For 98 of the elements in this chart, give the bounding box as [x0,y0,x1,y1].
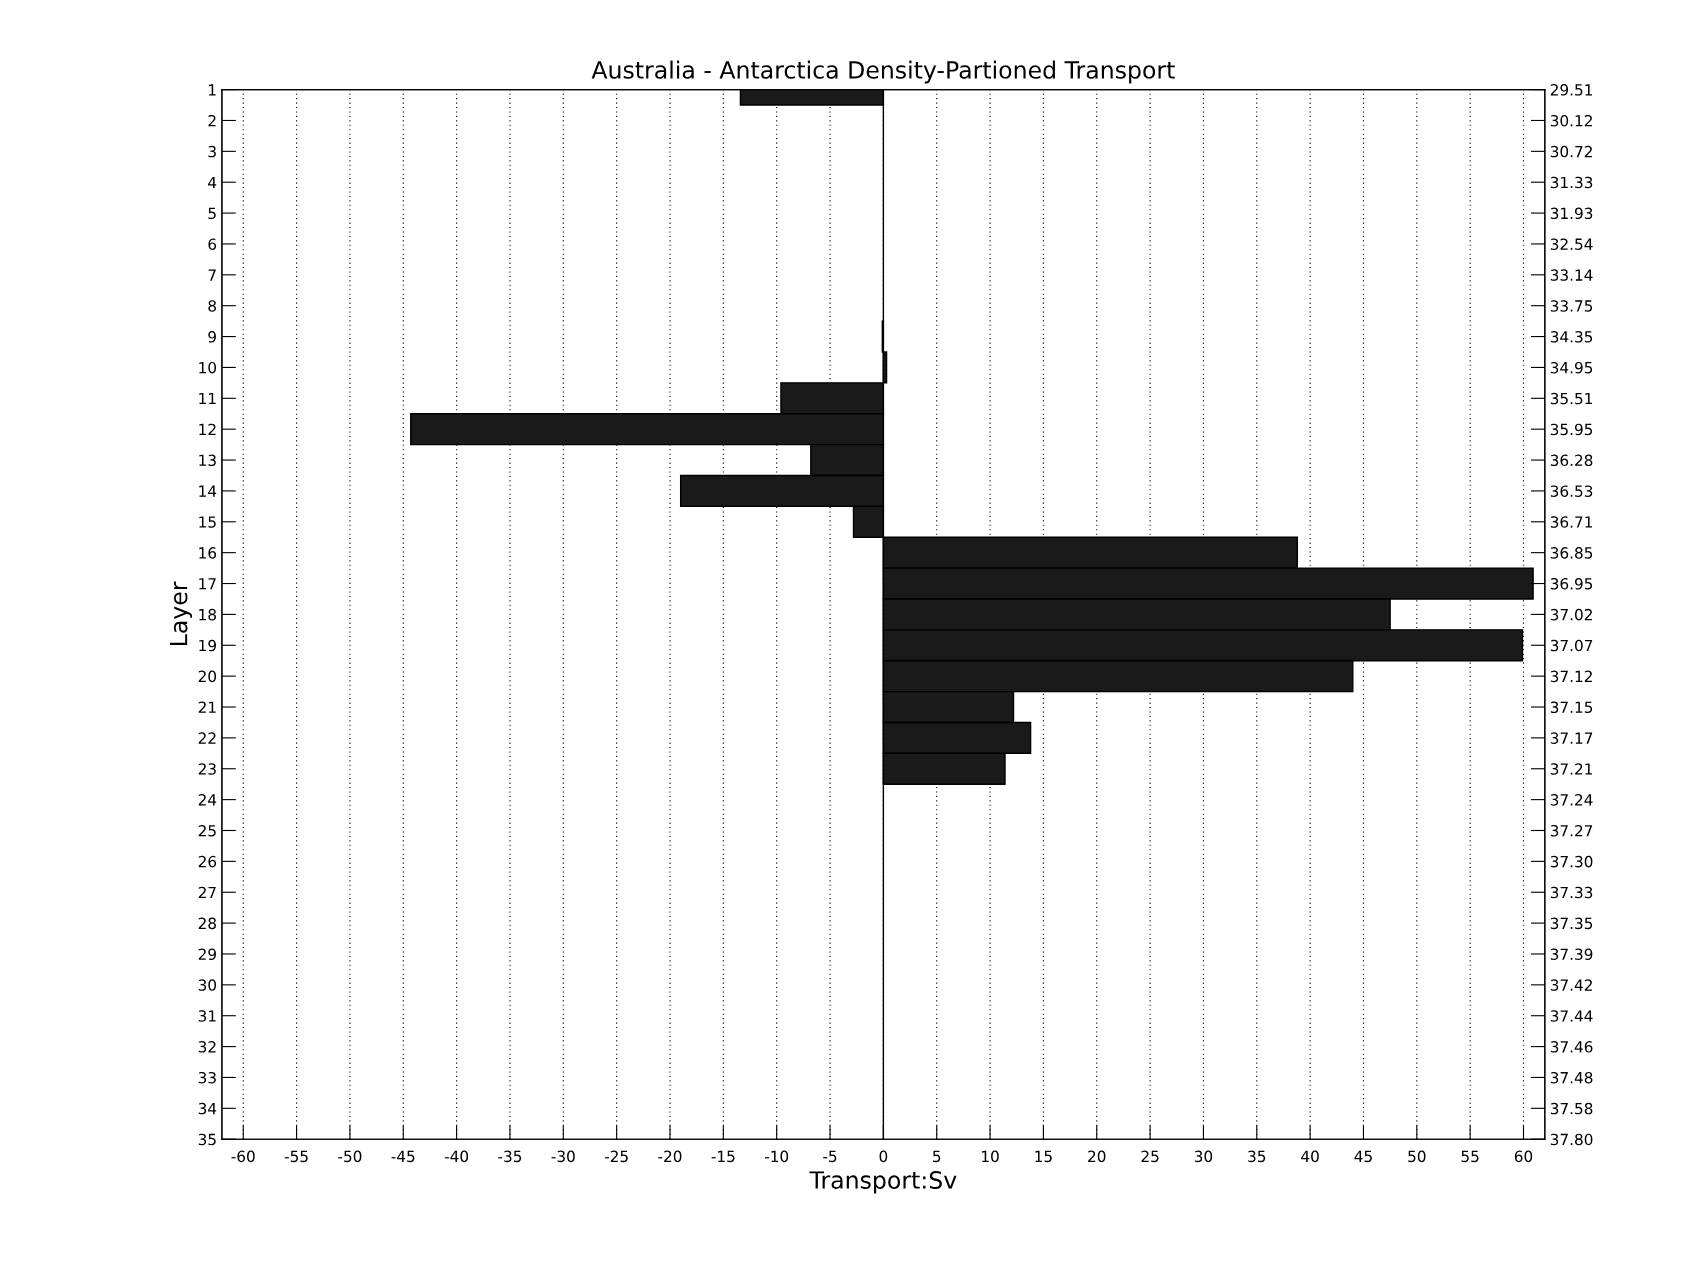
y2-tick-label: 33.75 [1550,300,1593,312]
y-tick-label: 2 [208,114,216,127]
x-tick-label: -40 [444,1150,469,1163]
y2-tick-label: 37.44 [1550,1010,1593,1022]
y2-tick-label: 35.51 [1550,392,1593,405]
y-tick-label: 1 [209,84,216,96]
x-axis-title: Transport:Sv [809,1171,957,1194]
x-tick-label: -10 [764,1150,789,1163]
y-tick-label: 27 [198,886,216,899]
y-tick-label: 16 [199,547,217,559]
y2-tick-label: 33.14 [1550,269,1593,281]
y-tick-label: 23 [198,763,216,775]
x-tick-label: 5 [933,1150,941,1163]
y2-tick-label: 37.02 [1550,608,1592,621]
y2-tick-label: 37.24 [1550,794,1593,806]
y2-tick-label: 36.85 [1550,547,1593,559]
y-tick-label: 6 [208,238,217,250]
y-tick-label: 19 [199,639,216,652]
x-tick-label: 30 [1194,1150,1213,1163]
y2-tick-label: 29.51 [1550,84,1593,96]
y-tick-label: 7 [208,269,216,281]
x-tick-label: -50 [338,1150,362,1163]
x-tick-label: -5 [823,1150,837,1163]
y-tick-label: 33 [198,1071,216,1084]
y-tick-label: 21 [198,701,216,713]
y2-tick-label: 36.28 [1550,454,1593,467]
x-tick-label: 60 [1514,1150,1533,1163]
y-tick-label: 34 [198,1102,217,1115]
x-tick-label: 55 [1461,1150,1479,1163]
x-tick-label: -60 [231,1150,255,1163]
y2-tick-label: 37.58 [1550,1102,1593,1115]
chart-title: Australia - Antarctica Density-Partioned Transport [591,60,1175,84]
y-tick-label: 14 [199,485,217,497]
x-tick-label: -15 [711,1150,735,1163]
y2-tick-label: 37.07 [1550,639,1593,652]
y-tick-label: 8 [208,300,216,312]
y-tick-label: 20 [198,670,217,683]
y2-tick-label: 37.33 [1550,886,1593,899]
y2-tick-label: 34.35 [1550,331,1593,343]
y-tick-label: 15 [199,516,216,528]
y-tick-label: 12 [199,423,216,435]
x-tick-label: -45 [391,1150,415,1163]
y-tick-label: 30 [198,979,217,991]
x-tick-label: -25 [604,1150,628,1163]
y2-tick-label: 32.54 [1550,238,1593,250]
x-tick-label: -35 [498,1150,522,1163]
y2-tick-label: 37.39 [1550,948,1593,960]
y-tick-label: 28 [198,917,216,930]
y-tick-label: 24 [198,794,217,806]
x-tick-label: 25 [1141,1150,1159,1163]
y2-tick-label: 37.35 [1550,917,1593,930]
y2-tick-label: 37.27 [1550,824,1593,837]
y2-tick-label: 37.12 [1550,670,1592,683]
y-tick-label: 25 [198,824,216,837]
x-tick-label: 45 [1354,1150,1372,1163]
x-tick-label: 50 [1408,1150,1426,1163]
x-tick-label: 10 [982,1150,999,1163]
x-tick-label: 40 [1301,1150,1319,1163]
y-tick-label: 5 [208,207,216,220]
y-tick-label: 32 [198,1041,216,1053]
y-tick-label: 29 [198,948,216,960]
x-tick-label: 15 [1035,1150,1052,1163]
y2-tick-label: 37.30 [1550,855,1593,868]
y2-tick-label: 30.12 [1550,114,1592,127]
y2-tick-label: 30.72 [1550,145,1592,158]
x-tick-label: 0 [879,1150,888,1163]
y2-tick-label: 37.80 [1550,1133,1593,1146]
y2-tick-label: 36.53 [1550,485,1593,497]
y-tick-label: 17 [199,578,216,590]
y2-tick-label: 35.95 [1550,423,1593,436]
y-tick-label: 18 [199,608,216,621]
y-tick-label: 11 [199,392,216,405]
y-tick-label: 26 [198,855,217,868]
x-tick-label: 20 [1088,1150,1106,1163]
y-tick-label: 31 [198,1010,216,1022]
y-tick-label: 13 [199,454,216,467]
y2-tick-label: 37.21 [1550,763,1593,775]
y2-tick-label: 31.33 [1550,176,1593,189]
y-tick-label: 9 [208,331,216,343]
y-tick-label: 10 [199,361,217,374]
y2-tick-label: 37.42 [1550,979,1592,991]
y-tick-label: 22 [198,732,216,744]
y-tick-label: 4 [208,176,217,189]
y2-tick-label: 36.71 [1550,516,1593,528]
y2-tick-label: 37.17 [1550,732,1593,744]
y-tick-label: 3 [208,145,216,158]
y-tick-label: 35 [198,1133,216,1146]
y2-tick-label: 37.46 [1550,1041,1593,1053]
x-tick-label: -55 [284,1150,308,1163]
y2-tick-label: 31.93 [1550,207,1593,220]
x-tick-label: -20 [658,1150,682,1163]
x-tick-label: 35 [1248,1150,1266,1163]
y-axis-title: Layer [169,581,193,645]
y2-tick-label: 37.48 [1550,1071,1593,1084]
y2-tick-label: 36.95 [1550,577,1593,590]
x-tick-label: -30 [551,1150,575,1163]
y2-tick-label: 37.15 [1550,701,1593,714]
y2-tick-label: 34.95 [1550,361,1593,374]
